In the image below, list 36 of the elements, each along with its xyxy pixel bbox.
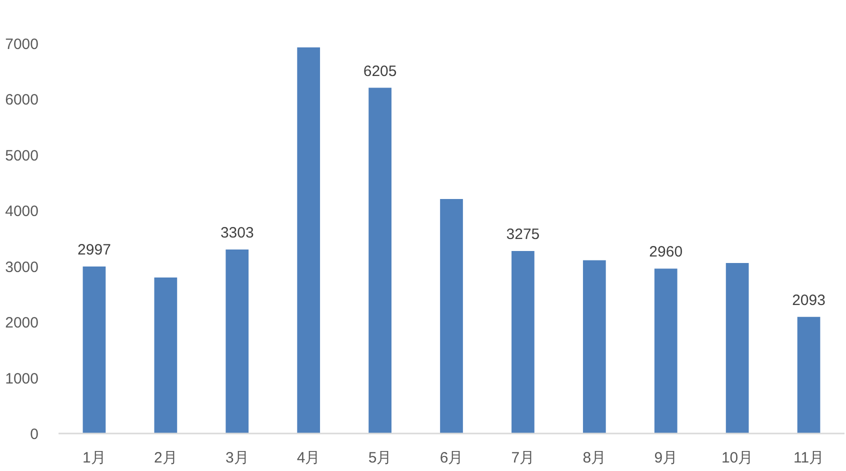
x-tick-label: 10月	[721, 450, 754, 466]
data-label: 2997	[78, 242, 111, 259]
y-tick-label: 5000	[5, 147, 39, 164]
y-tick-label: 1000	[5, 370, 39, 388]
bar	[226, 249, 249, 434]
bar	[654, 268, 678, 434]
x-tick-label: 5月	[368, 450, 392, 466]
data-label: 3275	[506, 226, 540, 244]
bar	[582, 260, 606, 434]
bar	[512, 251, 534, 434]
x-tick-label: 9月	[654, 450, 678, 466]
y-tick-label: 3000	[5, 258, 39, 276]
x-tick-label: 1月	[82, 450, 106, 466]
y-tick-label: 6000	[5, 92, 39, 109]
x-tick-label: 8月	[582, 450, 606, 466]
bar	[297, 47, 320, 434]
bar	[797, 316, 820, 434]
bar	[726, 263, 749, 434]
x-tick-label: 6月	[440, 450, 464, 466]
x-tick-label: 4月	[296, 450, 320, 466]
y-tick-label: 7000	[5, 36, 39, 53]
data-label: 6205	[363, 62, 397, 80]
bar	[154, 278, 178, 434]
y-tick-label: 0	[30, 426, 38, 443]
bar	[440, 198, 463, 434]
y-tick-label: 4000	[5, 203, 39, 220]
y-tick-label: 2000	[5, 314, 39, 332]
x-tick-label: 7月	[511, 450, 535, 466]
data-label: 2093	[792, 292, 826, 309]
bar	[82, 266, 106, 434]
x-tick-label: 11月	[793, 450, 824, 466]
data-label: 3303	[220, 224, 254, 242]
bar	[368, 88, 392, 434]
x-tick-label: 2月	[154, 450, 178, 466]
x-tick-label: 3月	[225, 450, 249, 466]
data-label: 2960	[649, 244, 683, 261]
